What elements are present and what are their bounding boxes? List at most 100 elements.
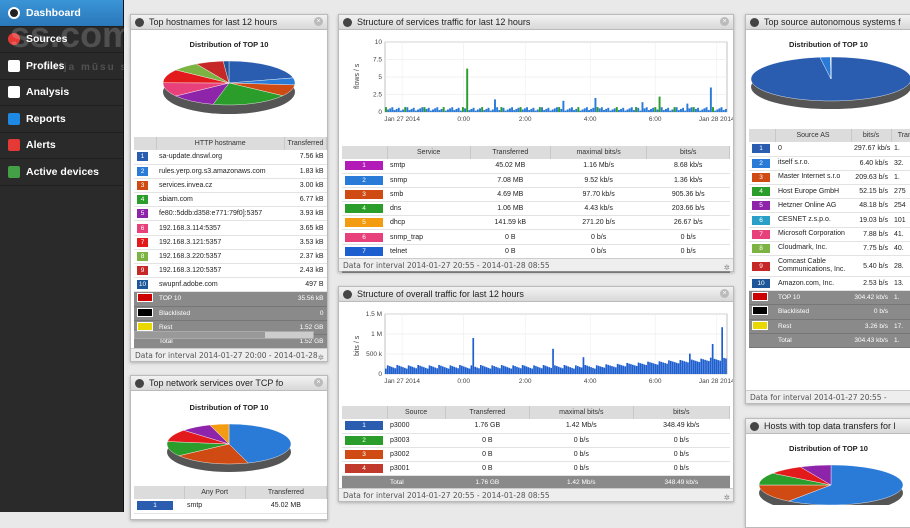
nav-item-analysis[interactable]: Analysis (0, 80, 123, 107)
col-source-as[interactable]: Source AS (775, 129, 851, 142)
col-bits[interactable]: bits/s (851, 129, 891, 142)
name-cell[interactable]: telnet (387, 244, 470, 258)
service-cell[interactable]: smtp (184, 499, 245, 513)
as-name-cell[interactable]: Master Internet s.r.o (775, 170, 851, 184)
col-max-bits[interactable]: maximal bits/s (530, 406, 634, 419)
nav-item-sources[interactable]: Sources (0, 27, 123, 54)
nav-item-active-devices[interactable]: Active devices (0, 159, 123, 186)
as-name-cell[interactable]: Comcast Cable Communications, Inc. (775, 256, 851, 277)
name-cell[interactable]: snmp_trap (387, 230, 470, 244)
as-name-cell[interactable]: Hetzner Online AG (775, 199, 851, 213)
close-icon[interactable]: × (314, 17, 323, 26)
name-cell[interactable]: smtp (387, 159, 470, 173)
col-transferred[interactable]: Transferred (470, 146, 550, 159)
close-icon[interactable]: × (720, 17, 729, 26)
close-icon[interactable]: × (314, 378, 323, 387)
name-cell[interactable]: dhcp (387, 216, 470, 230)
name-cell[interactable]: p3000 (387, 419, 445, 433)
col-service[interactable]: Service (387, 146, 470, 159)
hostname-cell[interactable]: 192.168.3.120:5357 (156, 264, 284, 278)
as-name-cell[interactable]: Amazon.com, Inc. (775, 277, 851, 291)
col-transferred[interactable]: Transferred (284, 137, 326, 150)
name-cell[interactable]: dns (387, 202, 470, 216)
nav-item-dashboard[interactable]: Dashboard (0, 0, 123, 27)
panel-title[interactable]: Top source autonomous systems f (746, 15, 910, 30)
nav-item-reports[interactable]: Reports (0, 106, 123, 133)
panel-title[interactable]: Structure of overall traffic for last 12… (339, 287, 733, 302)
nav-item-profiles[interactable]: Profiles (0, 53, 123, 80)
panel-title[interactable]: Top hostnames for last 12 hours× (131, 15, 327, 30)
gear-icon[interactable]: ✲ (724, 491, 730, 501)
col-transferred[interactable]: Transf (891, 129, 910, 142)
col-transferred[interactable]: Transferred (245, 486, 326, 499)
hostname-cell[interactable]: fe80::5ddb:d358:e771:79f0]:5357 (156, 207, 284, 221)
hostname-cell[interactable]: swupnf.adobe.com (156, 278, 284, 292)
gear-icon[interactable]: ✲ (318, 351, 324, 361)
col-bits[interactable]: bits/s (647, 146, 730, 159)
name-cell[interactable]: smb (387, 187, 470, 201)
as-name-cell[interactable]: Microsoft Corporation (775, 227, 851, 241)
name-cell[interactable]: p3001 (387, 462, 445, 476)
horizontal-scrollbar[interactable] (134, 331, 314, 339)
col-bits[interactable]: bits/s (633, 406, 729, 419)
nav-item-alerts[interactable]: Alerts (0, 133, 123, 160)
name-cell[interactable]: p3003 (387, 433, 445, 447)
col-hostname[interactable]: HTTP hostname (156, 137, 284, 150)
as-name-cell[interactable]: Host Europe GmbH (775, 185, 851, 199)
as-name-cell[interactable]: Cloudmark, Inc. (775, 241, 851, 255)
hostname-cell[interactable]: 192.168.3.220:5357 (156, 249, 284, 263)
gear-icon[interactable]: ✲ (724, 261, 730, 271)
panel-title[interactable]: Hosts with top data transfers for l (746, 419, 910, 434)
as-name-cell[interactable]: CESNET z.s.p.o. (775, 213, 851, 227)
hostname-cell[interactable]: 192.168.3.114:5357 (156, 221, 284, 235)
col-any-port[interactable]: Any Port (184, 486, 245, 499)
name-cell[interactable]: p3002 (387, 447, 445, 461)
name-cell[interactable]: snmp (387, 173, 470, 187)
hostname-cell[interactable]: sbiam.com (156, 193, 284, 207)
hostname-cell[interactable]: sa-update.dnswl.org (156, 150, 284, 164)
hostname-cell[interactable]: 192.168.3.121:5357 (156, 235, 284, 249)
col-max-bits[interactable]: maximal bits/s (550, 146, 647, 159)
panel-title[interactable]: Top network services over TCP fo× (131, 376, 327, 391)
close-icon[interactable]: × (720, 289, 729, 298)
hostname-cell[interactable]: services.invea.cz (156, 178, 284, 192)
as-name-cell[interactable]: 0 (775, 142, 851, 156)
col-source[interactable]: Source (387, 406, 445, 419)
col-transferred[interactable]: Transferred (445, 406, 529, 419)
as-name-cell[interactable]: itself s.r.o. (775, 156, 851, 170)
panel-title[interactable]: Structure of services traffic for last 1… (339, 15, 733, 30)
hostname-cell[interactable]: rules.yerp.org.s3.amazonaws.com (156, 164, 284, 178)
